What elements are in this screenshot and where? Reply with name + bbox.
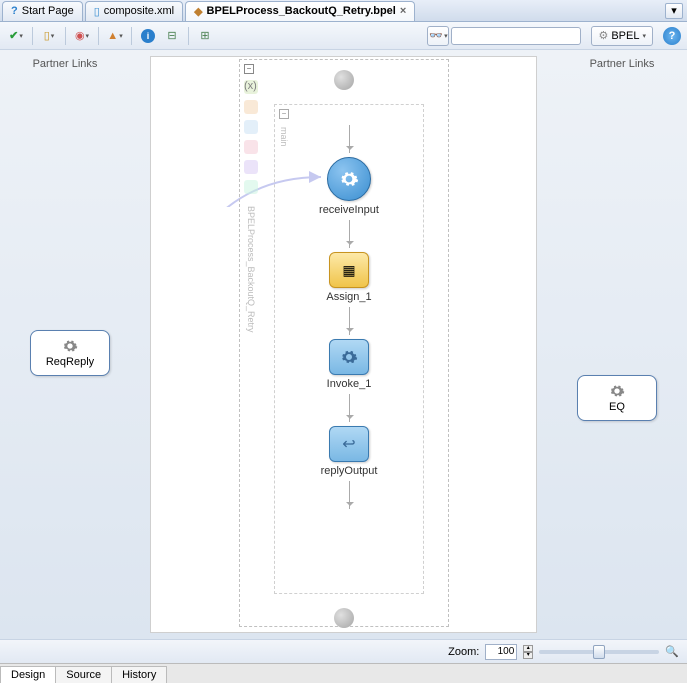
toolbar: ✔ ▯ ◉ ▲ i ⊟ ⊞ 👓 ⚙ BPEL ▾ ? [0,22,687,50]
editor-tabs: ? Start Page ▯ composite.xml ◆ BPELProce… [0,0,687,22]
zoom-bar: Zoom: ▴▾ 🔍 [0,639,687,663]
bookmark-button[interactable]: ▯ [39,26,59,46]
collapse-button[interactable]: − [279,109,289,119]
link-icon: ⚙ [598,29,608,42]
activity-label: Invoke_1 [327,378,372,390]
tab-label: BPELProcess_BackoutQ_Retry.bpel [207,5,396,17]
design-canvas-area: Partner Links [0,50,687,639]
tab-start-page[interactable]: ? Start Page [2,1,83,21]
palette-button[interactable]: ◉ [72,26,92,46]
zoom-label: Zoom: [448,646,479,658]
info-button[interactable]: i [138,26,158,46]
magnifier-icon[interactable]: 🔍 [665,645,679,658]
tab-source[interactable]: Source [55,666,112,683]
palette-icon[interactable] [244,100,258,114]
main-sequence[interactable]: − main receiveInput ▦ Assign_1 [274,104,424,594]
process-name-label: BPELProcess_BackoutQ_Retry [246,206,256,333]
process-scope[interactable]: − (x) BPELProcess_BackoutQ_Retry [239,59,449,627]
user-button[interactable]: ▲ [105,26,125,46]
tab-label: composite.xml [104,5,174,17]
bpel-icon: ◆ [194,5,202,18]
binoculars-icon[interactable]: 👓 [427,26,449,46]
activity-label: Assign_1 [326,291,371,303]
bpel-label: BPEL [611,30,639,42]
activity-invoke[interactable]: Invoke_1 [327,339,372,390]
partner-links-title: Partner Links [563,58,681,70]
bpel-mode-button[interactable]: ⚙ BPEL ▾ [591,26,653,46]
close-icon[interactable]: × [400,5,406,17]
process-canvas[interactable]: − (x) BPELProcess_BackoutQ_Retry [150,56,537,633]
help-icon: ? [11,5,18,17]
activity-label: receiveInput [319,204,379,216]
palette-icon[interactable] [244,180,258,194]
layout-button[interactable]: ⊞ [195,26,215,46]
editor-mode-tabs: Design Source History [0,663,687,683]
zoom-spinner[interactable]: ▴▾ [523,645,533,659]
activity-receive[interactable]: receiveInput [319,157,379,216]
tree-button[interactable]: ⊟ [162,26,182,46]
xml-icon: ▯ [94,5,100,18]
tab-design[interactable]: Design [0,666,56,683]
activity-reply[interactable]: ↩ replyOutput [321,426,378,477]
tab-composite[interactable]: ▯ composite.xml [85,1,183,21]
partner-links-title: Partner Links [6,58,124,70]
partner-link-label: EQ [609,401,625,413]
tab-label: Start Page [22,5,74,17]
palette-icon[interactable] [244,160,258,174]
tab-history[interactable]: History [111,666,167,683]
zoom-input[interactable] [485,644,517,660]
partner-link-eq[interactable]: EQ [577,375,657,421]
validate-button[interactable]: ✔ [6,26,26,46]
tab-bpel[interactable]: ◆ BPELProcess_BackoutQ_Retry.bpel × [185,1,415,21]
start-node[interactable] [334,70,354,90]
partner-links-right: Partner Links [557,50,687,639]
partner-link-reqreply[interactable]: ReqReply [30,330,110,376]
palette-icon[interactable] [244,120,258,134]
search-input[interactable] [451,27,581,45]
tabs-overflow-button[interactable]: ▾ [665,3,683,19]
activity-assign[interactable]: ▦ Assign_1 [326,252,371,303]
end-node[interactable] [334,608,354,628]
zoom-slider[interactable] [539,650,659,654]
help-button[interactable]: ? [663,27,681,45]
slider-thumb[interactable] [593,645,605,659]
partner-link-label: ReqReply [46,356,94,368]
palette-icon[interactable] [244,140,258,154]
activity-label: replyOutput [321,465,378,477]
